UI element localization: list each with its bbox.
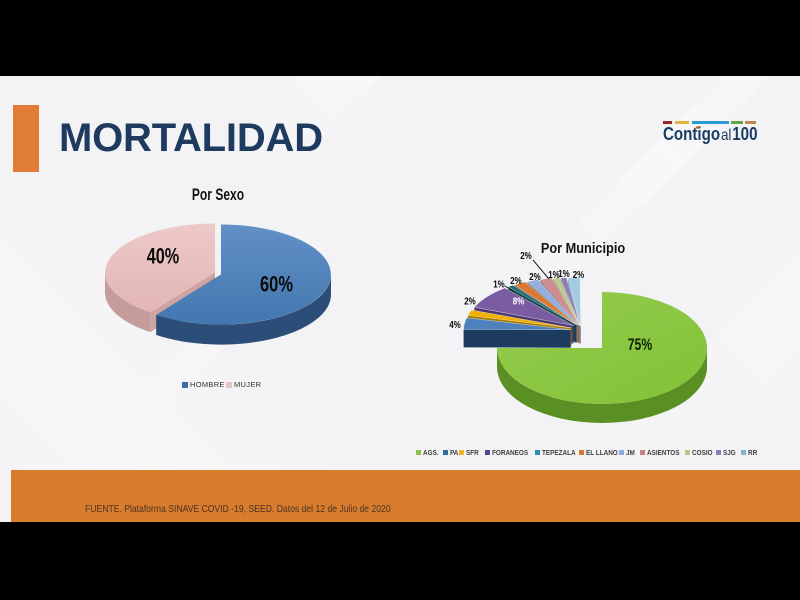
svg-text:1%: 1% (558, 269, 570, 280)
svg-text:2%: 2% (510, 276, 522, 287)
svg-text:2%: 2% (573, 270, 585, 281)
svg-text:4%: 4% (449, 320, 461, 331)
svg-text:1%: 1% (493, 280, 505, 291)
svg-text:1%: 1% (548, 270, 560, 281)
svg-text:2%: 2% (529, 272, 541, 283)
svg-text:60%: 60% (260, 272, 293, 297)
svg-text:75%: 75% (628, 336, 653, 354)
svg-text:2%: 2% (520, 251, 532, 262)
svg-text:40%: 40% (147, 244, 180, 269)
svg-text:2%: 2% (464, 297, 476, 308)
svg-text:8%: 8% (513, 296, 525, 307)
